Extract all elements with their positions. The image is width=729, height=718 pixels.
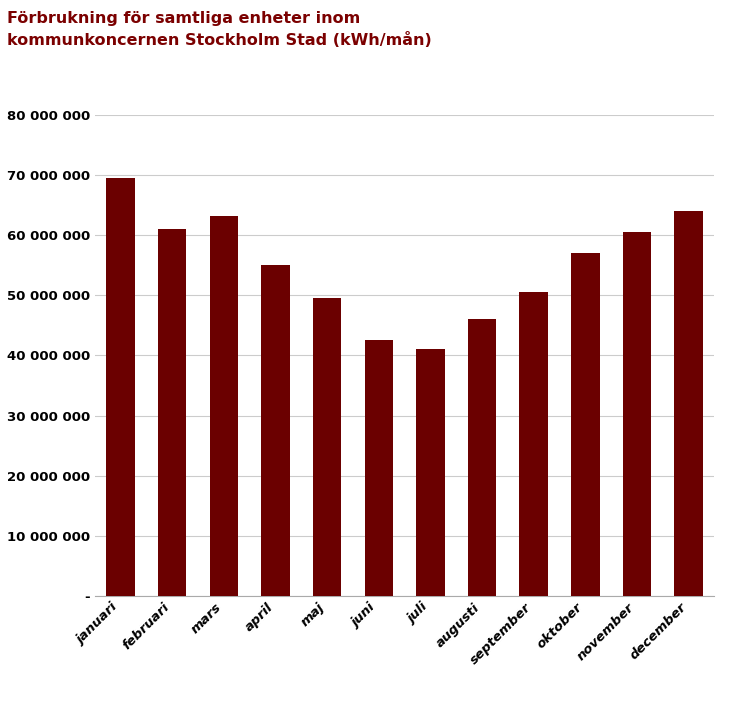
Bar [364, 340, 393, 596]
Bar [520, 292, 548, 596]
Text: kommunkoncernen Stockholm Stad (kWh/mån): kommunkoncernen Stockholm Stad (kWh/mån) [7, 32, 432, 48]
Bar [158, 229, 187, 596]
Bar [261, 265, 289, 596]
Bar [674, 211, 703, 596]
Bar [210, 216, 238, 596]
Bar [313, 298, 341, 596]
Bar [106, 178, 135, 596]
Text: Förbrukning för samtliga enheter inom: Förbrukning för samtliga enheter inom [7, 11, 361, 26]
Bar [623, 232, 651, 596]
Bar [416, 350, 445, 596]
Bar [571, 253, 599, 596]
Bar [468, 320, 496, 596]
